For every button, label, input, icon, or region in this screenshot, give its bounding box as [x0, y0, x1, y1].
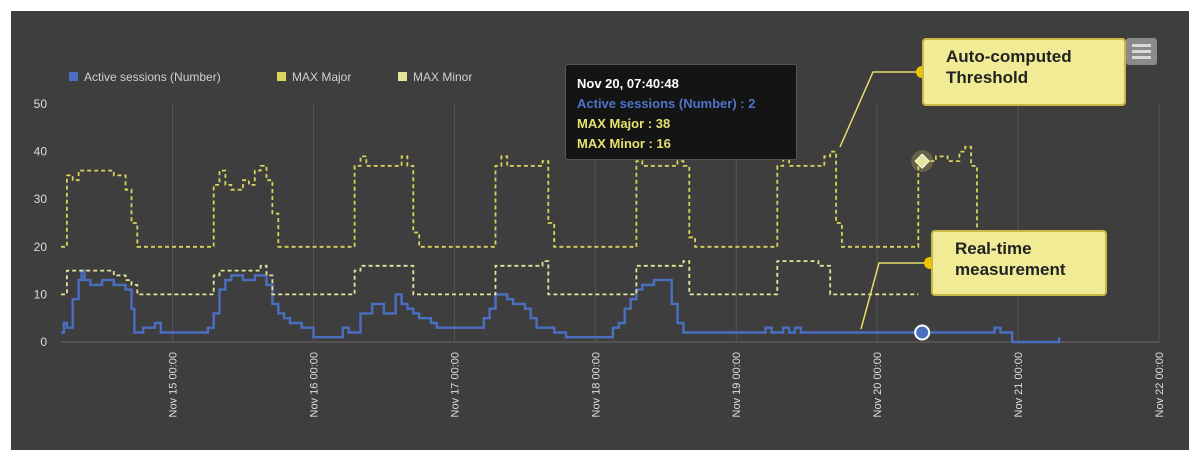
threshold-callout-line2: Threshold	[946, 68, 1029, 87]
threshold-leader-line	[839, 71, 922, 148]
x-tick-label: Nov 18 00:00	[590, 352, 602, 417]
realtime-callout-line2: measurement	[955, 260, 1066, 279]
y-tick-label: 50	[34, 97, 48, 111]
x-tick-label: Nov 22 00:00	[1154, 352, 1166, 417]
x-tick-label: Nov 21 00:00	[1013, 352, 1025, 417]
y-tick-label: 0	[40, 335, 47, 349]
chart-tooltip: Nov 20, 07:40:48 Active sessions (Number…	[565, 64, 797, 160]
series-line	[61, 269, 1061, 344]
tooltip-max-minor: MAX Minor : 16	[577, 136, 671, 151]
realtime-callout: Real-time measurement	[931, 230, 1107, 296]
active-sessions-marker	[914, 324, 931, 341]
threshold-callout: Auto-computed Threshold	[922, 38, 1126, 106]
realtime-leader-line	[860, 262, 930, 330]
x-tick-label: Nov 20 00:00	[872, 352, 884, 417]
tooltip-active-sessions: Active sessions (Number) : 2	[577, 96, 756, 111]
series-line	[61, 145, 978, 248]
realtime-callout-line1: Real-time	[955, 239, 1032, 258]
legend-swatch	[398, 72, 407, 81]
x-tick-label: Nov 19 00:00	[731, 352, 743, 417]
legend-swatch	[69, 72, 78, 81]
y-tick-label: 20	[34, 240, 48, 254]
x-tick-label: Nov 17 00:00	[449, 352, 461, 417]
x-tick-label: Nov 15 00:00	[168, 352, 180, 417]
tooltip-max-major: MAX Major : 38	[577, 116, 671, 131]
line-chart: Nov 15 00:00 Nov 16 00:00 Nov 17 00:00 Nov …	[34, 66, 1166, 417]
legend-label: Active sessions (Number)	[84, 70, 221, 84]
x-tick-label: Nov 16 00:00	[308, 352, 320, 417]
legend-label: MAX Major	[292, 70, 351, 84]
y-tick-label: 30	[34, 192, 48, 206]
tooltip-title: Nov 20, 07:40:48	[577, 76, 679, 91]
legend-label: MAX Minor	[413, 70, 472, 84]
chart-frame: Nov 15 00:00 Nov 16 00:00 Nov 17 00:00 Nov …	[11, 11, 1189, 450]
threshold-callout-line1: Auto-computed	[946, 47, 1072, 66]
hamburger-icon[interactable]	[1126, 38, 1157, 65]
y-tick-label: 40	[34, 145, 48, 159]
max-major-marker	[914, 153, 930, 169]
y-tick-label: 10	[34, 287, 48, 301]
series-line	[61, 260, 919, 296]
legend-swatch	[277, 72, 286, 81]
